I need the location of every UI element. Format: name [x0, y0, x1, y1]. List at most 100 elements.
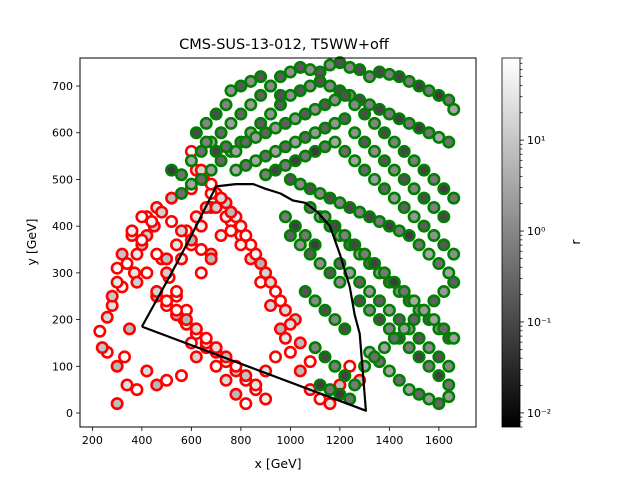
colorbar-label: r: [568, 239, 583, 245]
data-point-allowed: [348, 154, 362, 168]
data-point-allowed: [234, 107, 248, 121]
data-point-allowed: [323, 191, 337, 205]
colorbar-ticks: 10⁻² 10⁻¹ 10⁰ 10¹: [520, 57, 551, 428]
data-point-excluded: [135, 210, 149, 224]
plot-area: [93, 56, 461, 412]
data-point-allowed: [372, 294, 386, 308]
plot-frame: [79, 57, 477, 428]
colorbar-tick-label: 10⁰: [527, 225, 546, 238]
data-point-excluded: [199, 331, 213, 345]
data-point-allowed: [432, 397, 446, 411]
data-point-allowed: [447, 331, 461, 345]
data-point-allowed: [189, 126, 203, 140]
data-point-excluded: [130, 383, 144, 397]
data-point-allowed: [328, 135, 342, 149]
data-point-excluded: [170, 303, 184, 317]
data-point-excluded: [293, 364, 307, 378]
data-point-allowed: [432, 369, 446, 383]
data-point-excluded: [160, 373, 174, 387]
data-point-allowed: [392, 224, 406, 238]
data-point-excluded: [283, 345, 297, 359]
data-point-excluded: [209, 341, 223, 355]
data-point-allowed: [427, 294, 441, 308]
data-point-allowed: [224, 84, 238, 98]
data-point-allowed: [377, 266, 391, 280]
data-point-allowed: [363, 210, 377, 224]
data-point-allowed: [244, 98, 258, 112]
data-point-excluded: [179, 313, 193, 327]
data-point-allowed: [407, 313, 421, 327]
data-point-allowed: [323, 266, 337, 280]
data-point-allowed: [363, 303, 377, 317]
data-point-allowed: [377, 182, 391, 196]
data-point-allowed: [348, 98, 362, 112]
data-point-allowed: [387, 275, 401, 289]
data-point-allowed: [447, 247, 461, 261]
data-point-allowed: [368, 350, 382, 364]
data-point-allowed: [333, 387, 347, 401]
data-point-excluded: [160, 252, 174, 266]
colorbar-tick-label: 10⁻¹: [527, 316, 551, 329]
data-point-allowed: [397, 285, 411, 299]
data-point-excluded: [239, 369, 253, 383]
data-point-allowed: [338, 112, 352, 126]
data-point-allowed: [283, 172, 297, 186]
data-point-allowed: [343, 200, 357, 214]
data-point-allowed: [447, 275, 461, 289]
colorbar-tick-label: 10¹: [527, 134, 545, 147]
data-point-allowed: [219, 98, 233, 112]
data-point-excluded: [209, 359, 223, 373]
data-point-allowed: [387, 331, 401, 345]
data-point-allowed: [174, 168, 188, 182]
data-point-excluded: [234, 238, 248, 252]
data-point-allowed: [348, 378, 362, 392]
data-point-allowed: [392, 70, 406, 84]
data-point-excluded: [283, 317, 297, 331]
data-point-excluded: [249, 247, 263, 261]
data-point-allowed: [308, 102, 322, 116]
data-point-excluded: [170, 285, 184, 299]
data-point-allowed: [348, 238, 362, 252]
data-point-excluded: [140, 266, 154, 280]
data-point-allowed: [338, 228, 352, 242]
data-point-excluded: [204, 177, 218, 191]
data-point-allowed: [382, 364, 396, 378]
data-point-allowed: [333, 275, 347, 289]
data-point-excluded: [269, 350, 283, 364]
data-point-allowed: [422, 84, 436, 98]
data-point-allowed: [323, 383, 337, 397]
data-point-allowed: [372, 102, 386, 116]
data-point-allowed: [358, 247, 372, 261]
data-point-excluded: [273, 322, 287, 336]
data-point-excluded: [125, 224, 139, 238]
x-tick-label: 1000: [276, 434, 304, 447]
data-point-allowed: [318, 140, 332, 154]
data-point-allowed: [338, 369, 352, 383]
data-point-allowed: [338, 322, 352, 336]
data-point-allowed: [377, 341, 391, 355]
data-point-allowed: [269, 144, 283, 158]
data-point-allowed: [259, 149, 273, 163]
y-tick-label: 400: [52, 220, 73, 233]
data-point-allowed: [303, 79, 317, 93]
data-point-allowed: [204, 163, 218, 177]
x-tick-label: 1400: [375, 434, 403, 447]
data-point-allowed: [184, 177, 198, 191]
data-point-allowed: [269, 163, 283, 177]
data-point-allowed: [432, 88, 446, 102]
data-point-allowed: [417, 303, 431, 317]
data-point-allowed: [402, 116, 416, 130]
data-point-allowed: [427, 172, 441, 186]
data-point-excluded: [110, 275, 124, 289]
data-point-allowed: [402, 74, 416, 88]
data-point-allowed: [397, 322, 411, 336]
data-point-allowed: [293, 177, 307, 191]
data-point-allowed: [283, 65, 297, 79]
data-point-excluded: [110, 397, 124, 411]
data-point-allowed: [288, 112, 302, 126]
data-point-excluded: [249, 378, 263, 392]
data-point-allowed: [308, 294, 322, 308]
data-point-allowed: [437, 285, 451, 299]
data-point-allowed: [412, 238, 426, 252]
data-point-allowed: [239, 135, 253, 149]
